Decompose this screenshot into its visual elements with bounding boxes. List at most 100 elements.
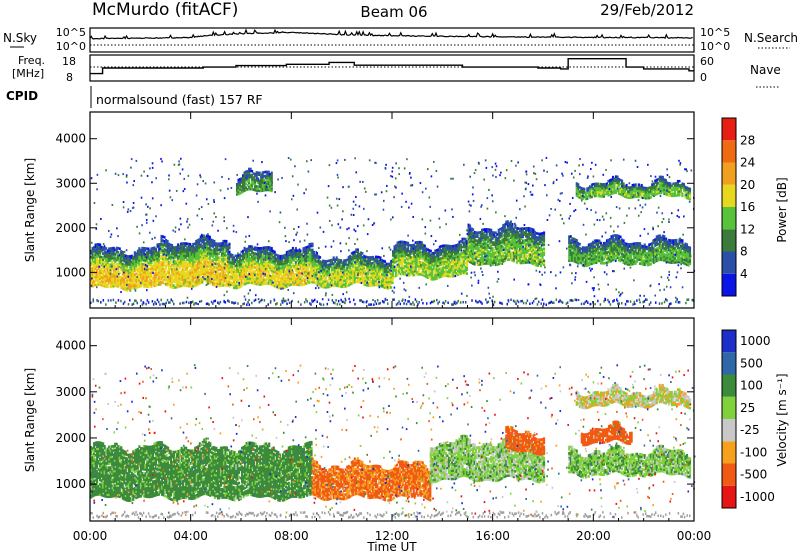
power-cell: [144, 279, 147, 282]
power-cell: [130, 286, 133, 290]
power-cell: [142, 283, 145, 286]
power-cell: [97, 271, 100, 274]
power-cell: [132, 286, 135, 289]
power-cell: [129, 259, 132, 262]
power-cell: [183, 254, 186, 257]
power-cell: [139, 284, 142, 288]
power-cell: [171, 276, 174, 279]
power-cell: [172, 248, 175, 251]
power-cell: [154, 277, 158, 281]
power-cell: [154, 267, 158, 271]
power-cell: [157, 265, 161, 268]
power-cell: [161, 265, 165, 269]
power-cell: [115, 256, 118, 260]
power-cell: [166, 261, 169, 265]
power-cell: [420, 241, 423, 244]
nsky-tick-lo: 10^0: [56, 40, 86, 53]
power-cell: [123, 275, 126, 279]
power-cell: [139, 270, 142, 274]
power-cell: [100, 275, 103, 279]
power-cell: [127, 285, 130, 288]
nsky-tick-hi: 10^5: [56, 26, 86, 39]
power-cell: [141, 258, 144, 262]
power-cell: [157, 269, 161, 272]
power-cell: [168, 256, 171, 260]
power-cell: [184, 276, 187, 279]
power-cell: [154, 269, 158, 273]
power-cell: [164, 252, 168, 256]
power-cell: [172, 252, 175, 255]
power-cell: [181, 278, 184, 281]
power-cell: [161, 255, 165, 259]
power-cell: [231, 253, 234, 257]
power-cell: [99, 243, 102, 247]
power-cell: [183, 246, 186, 249]
power-cell: [157, 281, 161, 284]
power-cell: [161, 243, 165, 246]
power-cell: [178, 254, 181, 258]
power-cell: [154, 283, 158, 287]
power-cell: [157, 245, 161, 248]
power-cell: [102, 258, 105, 261]
power-cell: [270, 247, 273, 250]
power-cell: [161, 251, 165, 254]
power-cell: [126, 265, 129, 268]
power-cell: [151, 248, 155, 252]
power-cell: [112, 272, 115, 276]
power-cell: [163, 270, 166, 273]
power-cell: [100, 257, 103, 261]
power-cell: [139, 264, 142, 268]
power-cell: [145, 275, 148, 279]
power-cell: [148, 281, 151, 285]
power-cell: [126, 279, 129, 282]
power-cell: [148, 259, 151, 263]
power-cell: [184, 280, 187, 283]
power-cell: [144, 265, 147, 268]
power-cell: [171, 264, 174, 267]
power-cell: [178, 250, 181, 254]
power-cell: [169, 243, 172, 247]
power-cell: [100, 259, 103, 263]
power-cell: [102, 278, 105, 282]
cpid-strip: CPID normalsound (fast) 157 RF: [6, 86, 263, 108]
power-cell: [159, 279, 162, 282]
power-cell: [575, 239, 578, 242]
power-cell: [144, 261, 147, 264]
power-cell: [175, 285, 178, 289]
power-cell: [151, 266, 155, 270]
power-cell: [157, 253, 161, 256]
power-cell: [147, 247, 150, 251]
nsky-strip: N.Sky 10^5 10^0 10^5 10^0 N.Search: [3, 26, 798, 53]
power-cell: [96, 277, 99, 280]
power-cell: [169, 281, 172, 285]
power-cell: [163, 274, 166, 277]
power-cell: [171, 284, 174, 287]
power-cell: [161, 275, 165, 279]
power-cell: [161, 249, 165, 252]
power-cell: [123, 255, 126, 259]
power-cell: [181, 262, 184, 265]
power-cell: [105, 265, 108, 268]
power-cell: [177, 269, 180, 273]
power-cell: [168, 254, 171, 258]
power-cell: [160, 269, 163, 272]
power-cell: [178, 244, 181, 248]
power-cell: [154, 279, 158, 283]
power-cell: [90, 271, 93, 275]
power-cell: [138, 283, 141, 286]
power-cell: [153, 268, 156, 272]
power-cell: [130, 264, 133, 268]
power-cell: [111, 281, 114, 284]
power-cell: [109, 285, 112, 288]
power-cell: [96, 279, 99, 282]
power-cell: [138, 251, 141, 254]
power-cell: [161, 253, 165, 257]
power-cell: [132, 270, 135, 273]
power-cell: [115, 282, 118, 286]
power-cell: [108, 277, 111, 281]
power-cell: [160, 277, 163, 280]
power-cell: [108, 265, 111, 269]
power-cell: [100, 277, 103, 281]
power-cell: [105, 267, 108, 270]
power-cell: [105, 261, 108, 264]
